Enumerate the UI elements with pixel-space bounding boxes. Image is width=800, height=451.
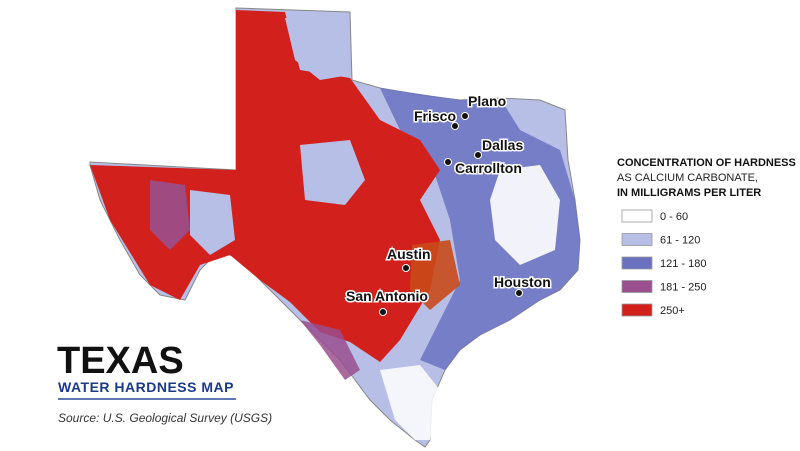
region-soft-west xyxy=(190,190,235,255)
legend-label: 0 - 60 xyxy=(660,211,688,223)
city-label: Carrollton xyxy=(455,160,522,176)
city-label: Frisco xyxy=(414,108,456,124)
region-soft-south xyxy=(380,365,440,440)
region-very-hard xyxy=(90,10,440,362)
source: Source: U.S. Geological Survey (USGS) xyxy=(58,411,272,425)
city-label: Plano xyxy=(468,93,506,109)
city-dot xyxy=(461,112,469,120)
legend-swatch xyxy=(621,209,653,223)
legend-subtitle: IN MILLIGRAMS PER LITER xyxy=(617,187,761,199)
texas-map xyxy=(58,7,581,448)
region-soft-panhandle xyxy=(285,15,350,80)
legend-title: CONCENTRATION OF HARDNESS xyxy=(617,157,796,169)
region-hard-west xyxy=(150,180,190,250)
city-dot xyxy=(451,122,459,130)
city-dot xyxy=(474,151,482,159)
city-label: Dallas xyxy=(482,137,523,153)
legend-swatch xyxy=(621,233,653,246)
legend-label: 181 - 250 xyxy=(660,282,706,294)
region-hard-south xyxy=(300,320,360,380)
city-label: Austin xyxy=(387,246,431,262)
region-orange-central xyxy=(410,240,460,310)
legend-swatch xyxy=(621,256,653,270)
legend-swatch xyxy=(621,303,653,317)
legend-swatch xyxy=(621,280,653,293)
legend-label: 121 - 180 xyxy=(660,258,706,270)
legend-label: 61 - 120 xyxy=(660,235,700,247)
city-label: San Antonio xyxy=(346,288,428,304)
region-soft-east xyxy=(490,165,560,265)
title: TEXAS xyxy=(57,340,184,382)
city-label: Houston xyxy=(494,274,551,290)
subtitle: WATER HARDNESS MAP xyxy=(58,379,234,395)
legend-subtitle: AS CALCIUM CARBONATE, xyxy=(617,172,758,184)
region-soft-central xyxy=(300,140,365,205)
city-dot xyxy=(444,158,452,166)
city-dot xyxy=(379,308,387,316)
city-dot xyxy=(402,264,410,272)
city-dot xyxy=(515,289,523,297)
legend-label: 250+ xyxy=(660,305,685,317)
